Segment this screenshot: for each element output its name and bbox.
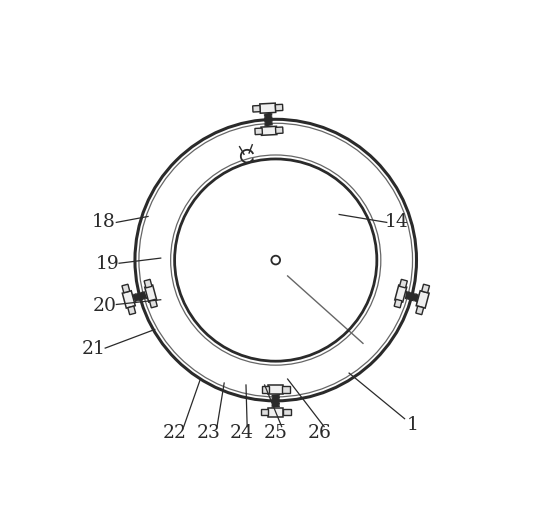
Polygon shape bbox=[400, 279, 407, 288]
Polygon shape bbox=[253, 106, 260, 112]
Polygon shape bbox=[275, 105, 283, 111]
Text: 20: 20 bbox=[93, 297, 116, 315]
Polygon shape bbox=[422, 284, 429, 293]
Polygon shape bbox=[416, 291, 429, 308]
Text: 25: 25 bbox=[264, 423, 288, 441]
Polygon shape bbox=[284, 409, 291, 415]
Text: 18: 18 bbox=[91, 213, 115, 231]
Polygon shape bbox=[144, 279, 152, 288]
Text: 1: 1 bbox=[407, 416, 419, 434]
Polygon shape bbox=[150, 299, 157, 308]
Polygon shape bbox=[145, 285, 157, 302]
Text: 14: 14 bbox=[385, 213, 408, 231]
Polygon shape bbox=[128, 306, 136, 315]
Polygon shape bbox=[268, 385, 284, 393]
Text: 23: 23 bbox=[196, 423, 220, 441]
Text: 21: 21 bbox=[81, 340, 105, 358]
Polygon shape bbox=[416, 306, 423, 315]
Polygon shape bbox=[261, 409, 268, 415]
Text: 24: 24 bbox=[230, 423, 254, 441]
Polygon shape bbox=[261, 126, 277, 135]
Text: 19: 19 bbox=[95, 255, 119, 273]
Polygon shape bbox=[275, 127, 283, 133]
Polygon shape bbox=[122, 291, 135, 308]
Polygon shape bbox=[394, 299, 402, 308]
Polygon shape bbox=[122, 284, 130, 293]
Polygon shape bbox=[262, 386, 269, 392]
Text: 22: 22 bbox=[162, 423, 187, 441]
Polygon shape bbox=[395, 285, 407, 302]
Text: 26: 26 bbox=[307, 423, 331, 441]
Polygon shape bbox=[268, 407, 284, 417]
Polygon shape bbox=[255, 128, 263, 134]
Polygon shape bbox=[282, 386, 289, 392]
Polygon shape bbox=[260, 103, 276, 113]
